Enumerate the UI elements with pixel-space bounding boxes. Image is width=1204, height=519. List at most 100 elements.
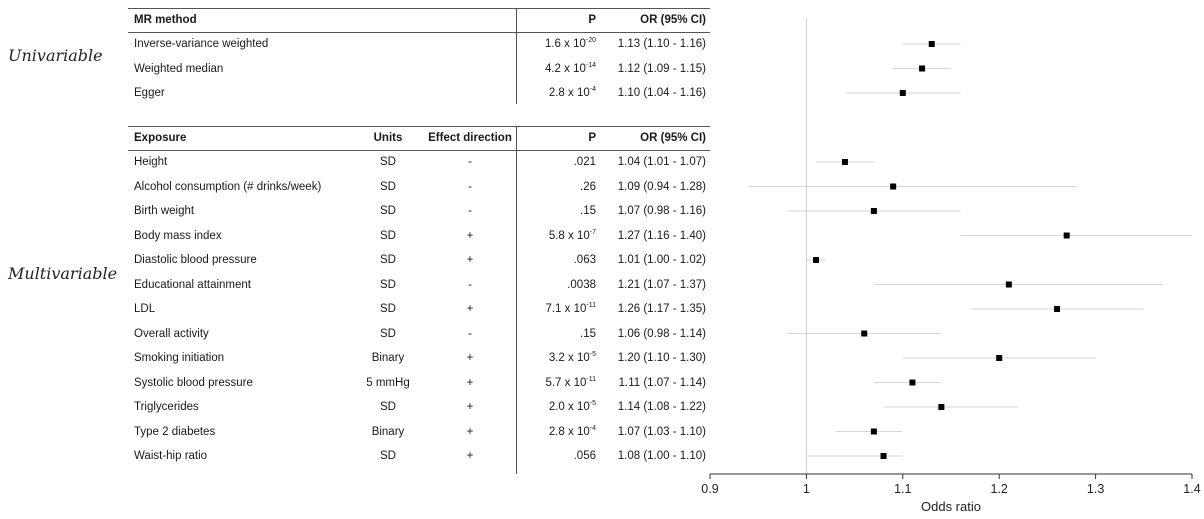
point-estimate (813, 257, 820, 263)
row-units: 5 mmHg (366, 376, 410, 389)
row-p-value: .063 (516, 248, 596, 272)
row-label: Alcohol consumption (# drinks/week) (134, 180, 322, 193)
table-rule (128, 8, 710, 9)
row-effect-direction: + (466, 229, 474, 242)
row-effect-direction: + (466, 254, 474, 266)
point-estimate (870, 428, 877, 435)
row-p-value: .26 (516, 175, 596, 199)
univariable-table: MR method P OR (95% CI) Inverse-variance… (128, 0, 710, 110)
p-value-base: 3.2 x 10 (548, 352, 590, 364)
row-effect-direction: - (468, 205, 472, 217)
table-divider (516, 126, 517, 474)
row-p-value: 3.2 x 10-5 (516, 346, 596, 370)
row-p-value: .15 (516, 322, 596, 346)
row-or-ci: 1.20 (1.10 - 1.30) (617, 352, 706, 364)
row-effect-direction: - (468, 180, 472, 193)
row-units: SD (380, 180, 396, 193)
row-label: Overall activity (134, 327, 209, 340)
row-p-value: .021 (516, 150, 596, 174)
row-units: SD (380, 303, 396, 315)
point-estimate (1054, 306, 1061, 312)
point-estimate (1005, 281, 1012, 288)
point-estimate (870, 208, 877, 214)
point-estimate (861, 330, 868, 337)
row-units: SD (380, 156, 396, 168)
multivariable-table: Exposure Units Effect direction P OR (95… (128, 0, 710, 480)
point-estimate (928, 41, 935, 47)
point-estimate (899, 90, 906, 96)
p-value-base: 7.1 x 10 (545, 303, 587, 315)
table-row: Type 2 diabetes Binary +2.8 x 10-4 1.07 (1.… (128, 420, 710, 444)
point-estimate (919, 65, 926, 72)
x-tick-label: 0.9 (701, 482, 718, 496)
table-rule (128, 32, 710, 33)
p-value-base: 2.0 x 10 (548, 401, 590, 413)
row-effect-direction: + (466, 303, 474, 315)
point-estimate (909, 379, 916, 386)
row-label: Triglycerides (134, 401, 199, 413)
row-label: Inverse-variance weighted (134, 38, 269, 50)
table-row: Body mass index SD +5.8 x 10-7 1.27 (1.16 -… (128, 224, 710, 248)
point-estimate (841, 159, 848, 165)
p-value-base: .021 (573, 156, 596, 168)
table-row: Alcohol consumption (# drinks/week) SD - .2… (128, 175, 710, 199)
p-value-base: 2.8 x 10 (548, 425, 590, 438)
row-p-value: 5.8 x 10-7 (516, 224, 596, 248)
row-or-ci: 1.27 (1.16 - 1.40) (617, 229, 706, 242)
row-units: Binary (371, 352, 405, 364)
header-units: Units (373, 132, 403, 144)
row-effect-direction: - (468, 156, 472, 168)
table-header-row: Exposure Units Effect direction P OR (95… (128, 126, 710, 150)
row-label: Waist-hip ratio (134, 450, 208, 462)
table-row: Systolic blood pressure 5 mmHg +5.7 x 10-1… (128, 371, 710, 395)
row-units: SD (380, 327, 396, 340)
row-effect-direction: + (466, 376, 474, 389)
row-or-ci: 1.08 (1.00 - 1.10) (617, 450, 706, 462)
row-label: Diastolic blood pressure (134, 254, 257, 266)
row-effect-direction: + (466, 450, 474, 462)
row-effect-direction: - (468, 278, 472, 291)
p-value-base: 4.2 x 10 (544, 62, 586, 75)
p-value-exponent: -11 (586, 302, 596, 309)
row-p-value: 5.7 x 10-11 (516, 371, 596, 395)
p-value-base: 5.8 x 10 (548, 229, 590, 242)
table-row: Overall activity SD - .15 1.06 (0.98 - 1.14) (128, 322, 710, 346)
row-units: SD (380, 450, 396, 462)
p-value-exponent: -4 (589, 424, 596, 432)
point-estimate (1063, 232, 1070, 239)
p-value-exponent: -4 (589, 86, 596, 93)
row-p-value: 4.2 x 10-14 (516, 57, 596, 81)
table-header-row: MR method P OR (95% CI) (128, 8, 710, 32)
row-or-ci: 1.04 (1.01 - 1.07) (617, 156, 706, 168)
row-label: Birth weight (134, 205, 195, 217)
row-or-ci: 1.11 (1.07 - 1.14) (618, 376, 706, 389)
p-value-base: 5.7 x 10 (545, 376, 587, 389)
row-label: Body mass index (134, 229, 222, 242)
header-exposure: Exposure (134, 132, 187, 144)
x-axis-label: Odds ratio (921, 499, 981, 514)
row-or-ci: 1.06 (0.98 - 1.14) (617, 327, 706, 340)
point-estimate (938, 404, 945, 410)
header-effect-direction: Effect direction (428, 132, 512, 144)
row-units: SD (380, 229, 396, 242)
group-label-univariable: Univariable (8, 46, 103, 65)
table-row: Egger 2.8 x 10-4 1.10 (1.04 - 1.16) (128, 81, 710, 105)
row-p-value: .056 (516, 444, 596, 468)
row-label: Type 2 diabetes (134, 425, 216, 438)
p-value-base: 2.8 x 10 (548, 87, 590, 99)
x-tick-label: 1 (803, 482, 810, 496)
row-or-ci: 1.09 (0.94 - 1.28) (617, 180, 706, 193)
p-value-exponent: -5 (589, 351, 596, 358)
row-label: Weighted median (134, 62, 224, 75)
table-row: Birth weight SD - .15 1.07 (0.98 - 1.16) (128, 199, 710, 223)
p-value-base: .15 (580, 327, 596, 340)
row-effect-direction: + (466, 425, 474, 438)
row-or-ci: 1.13 (1.10 - 1.16) (617, 38, 706, 50)
header-mr-method: MR method (134, 14, 197, 26)
row-label: Egger (134, 87, 165, 99)
row-or-ci: 1.26 (1.17 - 1.35) (617, 303, 706, 315)
point-estimate (880, 453, 887, 459)
p-value-base: .056 (573, 450, 596, 462)
row-effect-direction: - (468, 327, 472, 340)
